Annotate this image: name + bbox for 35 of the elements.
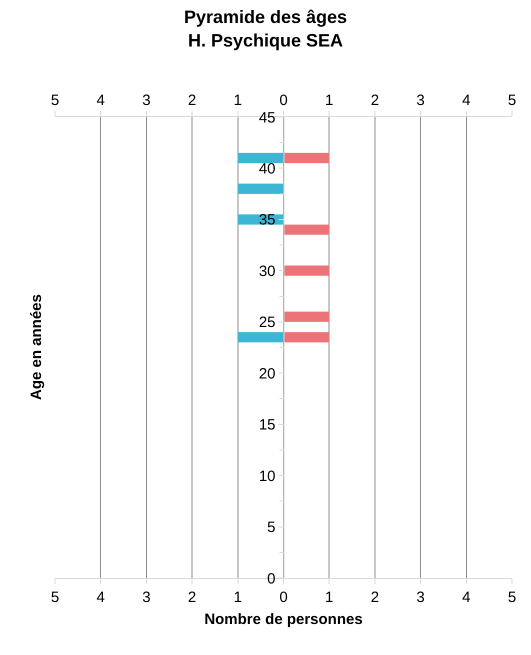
chart-title: Pyramide des âges H. Psychique SEA (184, 6, 348, 50)
x2-tick-label: 4 (96, 589, 105, 606)
x2-tick-label: 2 (188, 589, 196, 606)
x2-tick-label: 3 (142, 589, 151, 606)
x-tick-label: 1 (234, 92, 242, 109)
x-axis-title: Nombre de personnes (204, 611, 363, 628)
x-tick-label: 4 (462, 92, 470, 109)
y-tick-label: 25 (258, 314, 276, 332)
y-tick-label: 20 (258, 365, 276, 382)
x-tick-label: 0 (279, 92, 288, 109)
x2-tick-label: 1 (234, 589, 242, 606)
y-tick-label: 10 (258, 468, 276, 485)
x2-tick-label: 1 (325, 589, 334, 606)
y-tick-label: 5 (267, 519, 276, 536)
y-axis-title: Age en années (28, 294, 45, 400)
y-tick-label: 40 (258, 160, 276, 178)
x2-tick-label: 0 (279, 589, 288, 606)
y-tick-label: 45 (258, 109, 276, 126)
x-tick-label: 5 (50, 92, 60, 109)
x2-tick-label: 4 (462, 589, 470, 606)
x-tick-label: 3 (416, 92, 425, 109)
x-tick-label: 3 (142, 92, 151, 109)
x-tick-label: 4 (96, 92, 105, 109)
y-tick-label: 30 (258, 262, 276, 280)
x-tick-label: 1 (325, 92, 334, 109)
x2-tick-label: 2 (370, 589, 380, 606)
y-tick-label: 35 (258, 212, 276, 229)
x2-tick-label: 5 (50, 589, 60, 606)
y-tick-label: 15 (258, 416, 276, 434)
x2-tick-label: 5 (508, 589, 516, 606)
x-tick-label: 2 (188, 92, 196, 109)
x-tick-label: 2 (370, 92, 380, 109)
x-tick-label: 5 (508, 92, 516, 109)
y-tick-label: 0 (267, 570, 276, 588)
x2-tick-label: 3 (416, 589, 425, 606)
